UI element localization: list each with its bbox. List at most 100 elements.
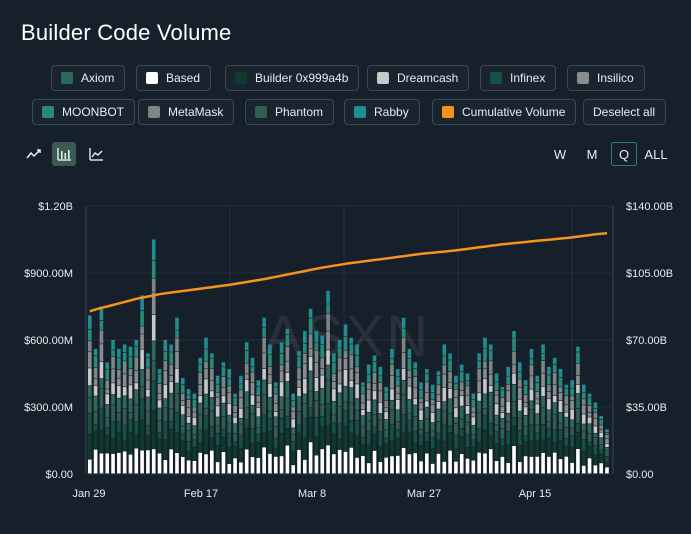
bar-segment-axiom bbox=[436, 409, 441, 421]
legend-item-moonbot[interactable]: MOONBOT bbox=[32, 99, 135, 125]
legend-item-insilico[interactable]: Insilico bbox=[567, 65, 645, 91]
bar-segment-axiom bbox=[128, 399, 133, 413]
bar-segment-infinex bbox=[273, 438, 278, 448]
bar-segment-phantom bbox=[587, 433, 592, 442]
bar-segment-rabby bbox=[361, 382, 365, 386]
bar-segment-based bbox=[564, 456, 569, 474]
bar-segment-rabby bbox=[215, 375, 220, 384]
bar-segment-metamask bbox=[477, 369, 481, 381]
bar-segment-builder-0x999a4b bbox=[605, 462, 609, 467]
x-tick-label: Mar 8 bbox=[298, 488, 326, 500]
bar-segment-based bbox=[122, 451, 127, 474]
range-m[interactable]: M bbox=[586, 146, 598, 162]
bar-segment-phantom bbox=[395, 422, 400, 430]
bar-segment-metamask bbox=[372, 372, 377, 384]
legend-label: MOONBOT bbox=[62, 105, 124, 119]
bar-segment-builder-0x999a4b bbox=[134, 435, 139, 448]
bar-segment-metamask bbox=[93, 367, 98, 379]
bar-segment-based bbox=[407, 454, 412, 474]
legend-item-dreamcash[interactable]: Dreamcash bbox=[367, 65, 470, 91]
bar-segment-rabby bbox=[291, 393, 295, 401]
bar-segment-metamask bbox=[494, 390, 499, 395]
bar-segment-rabby bbox=[593, 402, 598, 409]
range-q[interactable]: Q bbox=[611, 142, 637, 166]
bar-segment-based bbox=[273, 456, 278, 474]
area-chart-toggle[interactable] bbox=[84, 142, 108, 166]
bar-segment-insilico bbox=[552, 384, 557, 396]
legend-item-infinex[interactable]: Infinex bbox=[480, 65, 557, 91]
bar-segment-insilico bbox=[262, 353, 266, 369]
bar-segment-rabby bbox=[349, 337, 354, 344]
bar-segment-moonbot bbox=[308, 318, 313, 334]
bar-segment-moonbot bbox=[378, 376, 383, 383]
bar-segment-dreamcash bbox=[169, 381, 173, 393]
bar-segment-phantom bbox=[465, 422, 470, 435]
bar-segment-rabby bbox=[308, 308, 313, 318]
bar-segment-based bbox=[151, 449, 156, 474]
bar-segment-rabby bbox=[407, 348, 412, 359]
bar-segment-metamask bbox=[285, 346, 290, 361]
legend-item-metamask[interactable]: MetaMask bbox=[138, 99, 235, 125]
bar-segment-builder-0x999a4b bbox=[117, 432, 121, 453]
deselect-all-button[interactable]: Deselect all bbox=[583, 99, 667, 125]
bar-segment-builder-0x999a4b bbox=[366, 445, 371, 463]
range-w[interactable]: W bbox=[553, 146, 567, 162]
bar-segment-metamask bbox=[233, 405, 237, 413]
bar-segment-moonbot bbox=[180, 384, 185, 394]
bar-segment-insilico bbox=[570, 400, 574, 409]
bar-segment-metamask bbox=[320, 358, 325, 369]
bar-segment-moonbot bbox=[244, 350, 249, 363]
bar-segment-moonbot bbox=[273, 387, 278, 394]
legend-item-phantom[interactable]: Phantom bbox=[245, 99, 335, 125]
bar-segment-builder-0x999a4b bbox=[506, 445, 510, 463]
bar-segment-phantom bbox=[372, 414, 377, 427]
bar-segment-moonbot bbox=[233, 397, 237, 405]
bar-segment-infinex bbox=[192, 440, 197, 447]
bar-segment-phantom bbox=[500, 428, 505, 439]
bar-segment-rabby bbox=[140, 295, 144, 311]
legend-label: Axiom bbox=[81, 71, 115, 85]
bar-segment-builder-0x999a4b bbox=[337, 439, 342, 450]
bar-segment-based bbox=[111, 453, 115, 474]
bar-segment-insilico bbox=[273, 403, 278, 412]
range-all[interactable]: ALL bbox=[644, 146, 668, 162]
legend-item-builder-0x999a4b[interactable]: Builder 0x999a4b bbox=[225, 65, 360, 91]
bar-segment-moonbot bbox=[186, 395, 191, 400]
legend-item-cumulative-volume[interactable]: Cumulative Volume bbox=[432, 99, 577, 125]
bar-segment-moonbot bbox=[512, 338, 516, 351]
bar-segment-insilico bbox=[512, 364, 516, 373]
bar-segment-dreamcash bbox=[215, 406, 220, 417]
bar-segment-rabby bbox=[401, 317, 406, 328]
bar-segment-moonbot bbox=[151, 260, 156, 279]
bar-segment-infinex bbox=[395, 430, 400, 439]
bar-segment-builder-0x999a4b bbox=[204, 430, 208, 454]
bar-segment-insilico bbox=[436, 395, 441, 402]
bar-segment-rabby bbox=[576, 346, 580, 352]
bar-segment-metamask bbox=[541, 360, 545, 373]
bar-segment-phantom bbox=[303, 404, 307, 419]
legend-item-axiom[interactable]: Axiom bbox=[51, 65, 126, 91]
bar-segment-rabby bbox=[227, 369, 232, 378]
bar-segment-insilico bbox=[599, 429, 603, 432]
bar-segment-axiom bbox=[308, 371, 313, 391]
legend-item-rabby[interactable]: Rabby bbox=[344, 99, 420, 125]
bar-chart-toggle[interactable] bbox=[52, 142, 76, 166]
bar-segment-infinex bbox=[605, 456, 609, 462]
bar-segment-phantom bbox=[250, 414, 255, 429]
bar-segment-builder-0x999a4b bbox=[477, 442, 481, 453]
bar-segment-dreamcash bbox=[268, 383, 272, 397]
bar-segment-rabby bbox=[262, 317, 266, 328]
y-tick-label-left: $900.00M bbox=[24, 268, 73, 280]
bar-segment-builder-0x999a4b bbox=[285, 428, 290, 445]
bar-segment-phantom bbox=[192, 434, 197, 440]
bar-segment-rabby bbox=[378, 366, 383, 376]
line-chart-toggle[interactable] bbox=[22, 142, 46, 166]
bar-segment-builder-0x999a4b bbox=[122, 440, 127, 451]
bar-segment-dreamcash bbox=[308, 356, 313, 371]
bar-segment-rabby bbox=[523, 380, 528, 386]
bar-segment-metamask bbox=[140, 326, 144, 334]
legend-item-based[interactable]: Based bbox=[136, 65, 212, 91]
bar-segment-dreamcash bbox=[175, 368, 179, 383]
bar-segment-moonbot bbox=[390, 358, 394, 365]
bar-segment-insilico bbox=[384, 408, 388, 412]
